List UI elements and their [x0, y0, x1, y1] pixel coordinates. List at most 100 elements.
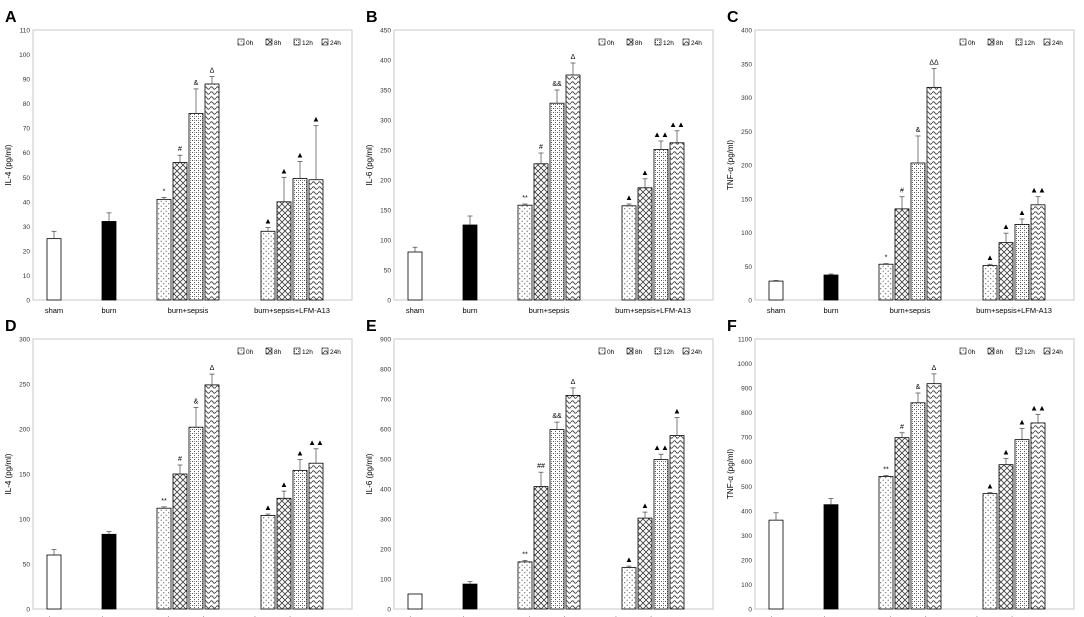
bar-8h-group1 — [894, 437, 910, 610]
bar-0h-group2 — [621, 205, 637, 301]
y-tick-label: 250 — [380, 148, 391, 155]
legend-label: 0h — [607, 40, 615, 47]
x-category-label: burn — [823, 615, 838, 617]
chart-panel-c: C 0 50 100 150 200 250 300 350 400 TNF-α (pg/ml) 0h… — [726, 9, 1075, 315]
x-category-label: burn+sepsis — [529, 615, 570, 617]
x-category-label: burn+sepsis — [890, 306, 931, 315]
x-category-label: burn+sepsis+LFM-A13 — [254, 615, 330, 617]
legend-label: 8h — [996, 40, 1004, 47]
legend-label: 12h — [1024, 349, 1035, 356]
x-category-label: burn+sepsis — [168, 615, 209, 617]
significance-mark: ▲▲ — [669, 120, 685, 129]
x-category-label: burn+sepsis — [890, 615, 931, 617]
legend-label: 24h — [691, 40, 702, 47]
y-tick-label: 900 — [741, 386, 752, 393]
y-tick-label: 90 — [23, 77, 31, 84]
significance-mark: Δ — [210, 365, 215, 372]
x-category-label: burn+sepsis+LFM-A13 — [976, 615, 1052, 617]
legend-swatch — [265, 38, 273, 46]
bar-0h-group1 — [878, 263, 894, 301]
bar-12h-group1 — [549, 429, 565, 610]
panel-letter: A — [5, 9, 17, 26]
y-tick-label: 100 — [741, 230, 752, 237]
significance-mark: ▲ — [280, 166, 288, 175]
significance-mark: Δ — [210, 68, 215, 75]
bar-24h-group2 — [669, 142, 685, 301]
significance-mark: & — [916, 384, 921, 391]
significance-mark: # — [178, 146, 182, 153]
y-tick-label: 400 — [380, 487, 391, 494]
x-category-label: burn+sepsis+LFM-A13 — [976, 306, 1052, 315]
y-tick-label: 0 — [387, 298, 391, 305]
bar-0h-group1 — [156, 507, 172, 610]
legend-swatch — [293, 347, 301, 355]
legend-swatch — [321, 347, 329, 355]
significance-mark: ▲ — [264, 217, 272, 226]
y-tick-label: 100 — [741, 582, 752, 589]
significance-mark: # — [900, 424, 904, 431]
y-tick-label: 350 — [380, 88, 391, 95]
bar-12h-group2 — [1014, 223, 1030, 301]
significance-mark: & — [194, 80, 199, 87]
chart-panel-e: E 0 100 200 300 400 500 600 700 800 900 IL-6 (pg/ml… — [365, 318, 714, 617]
legend-label: 12h — [663, 349, 674, 356]
y-tick-label: 400 — [741, 508, 752, 515]
bar-24h-group1 — [204, 83, 220, 301]
bar-24h-group1 — [204, 384, 220, 610]
y-axis-label: IL-4 (pg/ml) — [4, 144, 13, 185]
bar-burn — [823, 504, 839, 610]
bar-8h-group1 — [533, 163, 549, 301]
y-tick-label: 10 — [23, 273, 31, 280]
significance-mark: ΔΔ — [929, 59, 939, 66]
bar-burn — [823, 274, 839, 301]
y-tick-label: 700 — [380, 397, 391, 404]
significance-mark: ▲ — [1002, 448, 1010, 457]
bar-burn — [462, 224, 478, 301]
x-category-label: burn — [823, 306, 838, 315]
bar-burn — [101, 221, 117, 301]
bar-burn — [101, 533, 117, 610]
significance-mark: ▲ — [673, 407, 681, 416]
bar-8h-group1 — [172, 473, 188, 610]
chart-panel-f: F 0 100 200 300 400 500 600 700 800 900 1000 1100 TNF… — [726, 318, 1075, 617]
y-tick-label: 250 — [19, 382, 30, 389]
x-category-label: sham — [45, 306, 63, 315]
y-tick-label: 0 — [387, 607, 391, 614]
y-tick-label: 0 — [748, 298, 752, 305]
significance-mark: ▲ — [1018, 418, 1026, 427]
significance-mark: ▲ — [625, 555, 633, 564]
bar-0h-group2 — [982, 493, 998, 610]
legend-swatch — [959, 347, 967, 355]
y-tick-label: 350 — [741, 61, 752, 68]
legend-label: 24h — [330, 349, 341, 356]
significance-mark: ** — [161, 498, 167, 505]
panel-letter: F — [727, 318, 737, 335]
legend-label: 12h — [1024, 40, 1035, 47]
y-axis-label: IL-6 (pg/ml) — [365, 144, 374, 185]
x-category-label: burn — [462, 615, 477, 617]
y-tick-label: 150 — [380, 208, 391, 215]
legend-swatch — [293, 38, 301, 46]
y-tick-label: 20 — [23, 248, 31, 255]
legend-label: 0h — [246, 40, 254, 47]
x-category-label: sham — [45, 615, 63, 617]
y-tick-label: 300 — [19, 337, 30, 344]
significance-mark: ▲ — [296, 449, 304, 458]
x-category-label: sham — [767, 306, 785, 315]
y-tick-label: 100 — [19, 517, 30, 524]
x-category-label: burn+sepsis+LFM-A13 — [615, 615, 691, 617]
legend-swatch — [1015, 38, 1023, 46]
x-category-label: burn — [462, 306, 477, 315]
significance-mark: ## — [537, 463, 545, 470]
significance-mark: ▲ — [625, 193, 633, 202]
y-tick-label: 800 — [380, 367, 391, 374]
legend-swatch — [626, 38, 634, 46]
y-tick-label: 900 — [380, 337, 391, 344]
legend-swatch — [265, 347, 273, 355]
legend-swatch — [987, 347, 995, 355]
y-tick-label: 1000 — [738, 361, 753, 368]
bar-0h-group2 — [260, 514, 276, 610]
significance-mark: ▲ — [264, 503, 272, 512]
y-tick-label: 300 — [741, 95, 752, 102]
significance-mark: & — [194, 398, 199, 405]
